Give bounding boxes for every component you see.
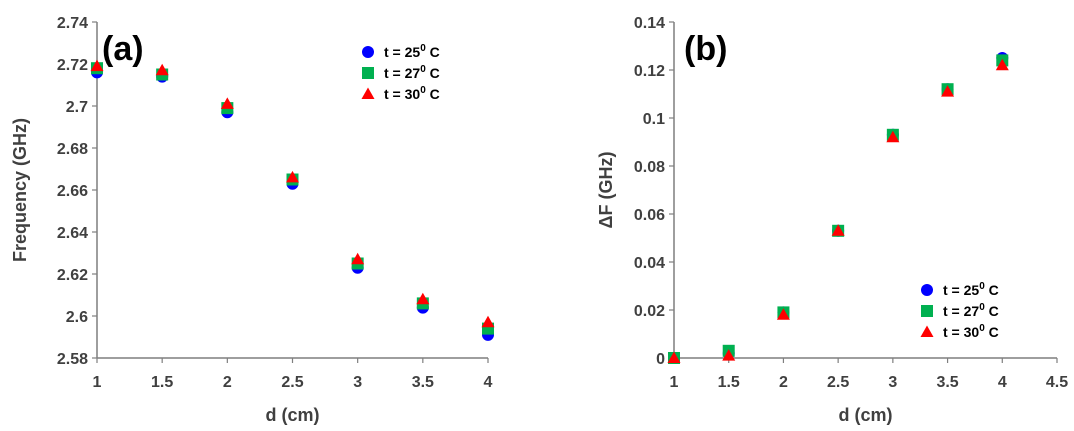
- x-tick-label: 1.5: [151, 374, 173, 391]
- data-point-triangle: [722, 349, 736, 361]
- legend-marker-square: [921, 305, 933, 317]
- legend-label: t = 300 C: [384, 85, 440, 102]
- y-tick-label: 2.74: [57, 15, 88, 32]
- y-tick-label: 2.68: [57, 141, 88, 158]
- data-point-triangle: [886, 130, 900, 143]
- chart-b: 0 0.02 0.04 0.06 0.08 0.1 0.12 0.14 1 1.5 2 2.5 3 3.5…: [596, 15, 1068, 425]
- y-tick-label: 0.14: [634, 15, 665, 32]
- y-tick-label: 2.64: [57, 225, 88, 242]
- chart-panel-b: 0 0.02 0.04 0.06 0.08 0.1 0.12 0.14 1 1.5 2 2.5 3 3.5…: [537, 0, 1074, 431]
- y-tick-label: 0.1: [643, 111, 665, 128]
- y-axis-title: ΔF (GHz): [596, 152, 616, 229]
- panel-label: (b): [684, 30, 727, 68]
- legend-marker-triangle: [361, 87, 375, 99]
- x-tick-label: 3.5: [936, 374, 958, 391]
- legend-label: t = 300 C: [943, 323, 999, 340]
- x-tick-label: 2.5: [281, 374, 303, 391]
- y-tick-label: 0: [656, 351, 665, 368]
- legend-label: t = 270 C: [384, 64, 440, 81]
- data-point-triangle: [776, 308, 790, 320]
- x-tick-label: 4: [998, 374, 1007, 391]
- y-tick-label: 0.06: [634, 207, 665, 224]
- y-tick-label: 2.72: [57, 57, 88, 74]
- series-2-points: [90, 59, 495, 328]
- y-tick-label: 2.6: [66, 309, 88, 326]
- legend-marker-square: [362, 67, 374, 79]
- y-tick-label: 0.02: [634, 303, 665, 320]
- y-tick-label: 2.62: [57, 267, 88, 284]
- legend-label: t = 270 C: [943, 302, 999, 319]
- data-point-triangle: [481, 315, 495, 328]
- y-tick-label: 2.7: [66, 99, 88, 116]
- y-tick-label: 2.66: [57, 183, 88, 200]
- x-axis-title: d (cm): [839, 405, 893, 425]
- series-2-points: [667, 58, 1009, 363]
- data-point-triangle: [220, 97, 234, 109]
- data-point-triangle: [941, 85, 955, 97]
- legend: t = 250 C t = 270 C t = 300 C: [361, 43, 440, 102]
- data-point-triangle: [831, 224, 845, 236]
- x-tick-label: 2: [223, 374, 232, 391]
- x-tick-label: 4: [484, 374, 493, 391]
- x-tick-label: 1: [93, 374, 102, 391]
- x-tick-label: 3: [888, 374, 897, 391]
- data-point-triangle: [995, 58, 1009, 71]
- x-axis-title: d (cm): [266, 405, 320, 425]
- chart-panel-a: 2.58 2.6 2.62 2.64 2.66 2.68 2.7 2.72 2.74 1 1.5 2 2…: [10, 15, 495, 425]
- legend: t = 250 C t = 270 C t = 300 C: [920, 281, 999, 340]
- data-point-triangle: [286, 170, 299, 183]
- legend-marker-triangle: [920, 325, 934, 337]
- y-axis-title: Frequency (GHz): [10, 118, 30, 262]
- data-point-triangle: [667, 351, 681, 363]
- legend-label: t = 250 C: [943, 281, 999, 298]
- x-tick-label: 2: [779, 374, 788, 391]
- panel-label: (a): [102, 30, 144, 68]
- x-tick-label: 3: [353, 374, 362, 391]
- data-point-triangle: [90, 59, 104, 72]
- x-tick-label: 2.5: [827, 374, 849, 391]
- chart-a: 2.58 2.6 2.62 2.64 2.66 2.68 2.7 2.72 2.74 1 1.5 2 2…: [10, 15, 495, 425]
- legend-marker-circle: [362, 46, 374, 58]
- y-tick-label: 2.58: [57, 351, 88, 368]
- data-point-triangle: [155, 63, 169, 76]
- x-tick-label: 4.5: [1046, 374, 1068, 391]
- y-tick-label: 0.12: [634, 63, 665, 80]
- data-point-triangle: [351, 252, 365, 265]
- data-point-triangle: [416, 292, 430, 305]
- x-tick-label: 3.5: [412, 374, 434, 391]
- legend-label: t = 250 C: [384, 43, 440, 60]
- x-tick-label: 1: [670, 374, 679, 391]
- series-0-points: [91, 66, 494, 341]
- legend-marker-circle: [921, 284, 933, 296]
- x-tick-label: 1.5: [718, 374, 740, 391]
- y-tick-label: 0.08: [634, 159, 665, 176]
- y-tick-label: 0.04: [634, 255, 665, 272]
- series-1-points: [91, 62, 494, 335]
